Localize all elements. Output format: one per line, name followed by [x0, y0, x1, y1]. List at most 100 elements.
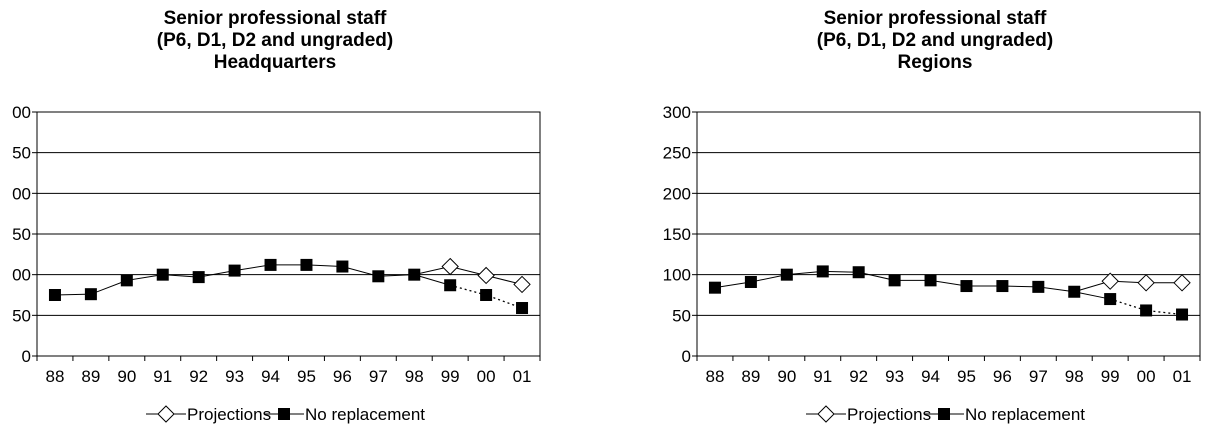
- no-replacement-point: [408, 268, 421, 281]
- y-tick-label: 00: [12, 103, 31, 122]
- x-tick-label: 92: [849, 367, 868, 386]
- legend-marker-projections: [157, 405, 175, 423]
- no-replacement-point: [1032, 280, 1045, 293]
- y-tick-label: 200: [663, 184, 691, 203]
- no-replacement-point: [192, 271, 205, 284]
- no-replacement-point: [996, 280, 1009, 293]
- y-tick-label: 00: [12, 184, 31, 203]
- x-tick-label: 92: [189, 367, 208, 386]
- y-tick-label: 0: [682, 347, 691, 366]
- no-replacement-line: [54, 264, 451, 296]
- no-replacement-point: [1176, 308, 1189, 321]
- x-tick-label: 88: [46, 367, 65, 386]
- no-replacement-point: [48, 289, 61, 301]
- chart-title-line-3: Headquarters: [213, 52, 337, 73]
- legend-marker-no-replacement: [278, 408, 290, 420]
- x-tick-label: 98: [405, 367, 424, 386]
- x-tick-label: 99: [441, 367, 460, 386]
- x-tick-label: 90: [777, 367, 796, 386]
- x-tick-label: 00: [1137, 367, 1156, 386]
- chart-title-line-1: Senior professional staff: [823, 8, 1047, 29]
- no-replacement-point: [1140, 304, 1153, 317]
- y-tick-label: 50: [12, 306, 31, 325]
- chart-title-line-3: Regions: [897, 52, 973, 73]
- no-replacement-point: [444, 279, 457, 292]
- x-tick-label: 94: [921, 367, 940, 386]
- no-replacement-point: [1068, 285, 1081, 298]
- legend-marker-projections: [817, 405, 835, 423]
- legend-label-projections: Projections: [847, 405, 931, 424]
- x-tick-label: 01: [1173, 367, 1192, 386]
- no-replacement-point: [780, 268, 793, 281]
- x-tick-label: 96: [993, 367, 1012, 386]
- no-replacement-point: [120, 274, 133, 287]
- x-tick-label: 94: [261, 367, 280, 386]
- x-tick-label: 89: [741, 367, 760, 386]
- projections-point: [477, 266, 495, 285]
- legend-label-no-replacement: No replacement: [965, 405, 1085, 424]
- x-tick-label: 97: [1029, 367, 1048, 386]
- x-tick-label: 95: [297, 367, 316, 386]
- y-tick-label: 300: [663, 103, 691, 122]
- x-tick-label: 97: [369, 367, 388, 386]
- no-replacement-dotted-line: [1109, 298, 1183, 316]
- no-replacement-point: [84, 288, 97, 301]
- no-replacement-point: [300, 258, 313, 271]
- no-replacement-point: [852, 266, 865, 279]
- x-tick-label: 00: [477, 367, 496, 386]
- no-replacement-point: [480, 289, 493, 301]
- chart-title-line-2: (P6, D1, D2 and ungraded): [816, 30, 1054, 51]
- x-tick-label: 88: [706, 367, 725, 386]
- x-tick-label: 96: [333, 367, 352, 386]
- chart-title-line-1: Senior professional staff: [163, 8, 387, 29]
- projections-point: [1137, 274, 1155, 292]
- legend-label-no-replacement: No replacement: [305, 405, 425, 424]
- x-tick-label: 93: [225, 367, 244, 386]
- x-tick-label: 98: [1065, 367, 1084, 386]
- y-tick-label: 50: [672, 306, 691, 325]
- y-tick-label: 100: [663, 266, 691, 285]
- x-tick-label: 93: [885, 367, 904, 386]
- projections-point: [1101, 272, 1119, 290]
- no-replacement-line: [714, 270, 1111, 300]
- chart-headquarters: Senior professional staff (P6, D1, D2 an…: [0, 0, 550, 440]
- y-tick-label: 50: [12, 144, 31, 163]
- no-replacement-point: [336, 260, 349, 273]
- x-tick-label: 99: [1101, 367, 1120, 386]
- chart-regions: Senior professional staff (P6, D1, D2 an…: [660, 0, 1210, 440]
- projections-line: [414, 266, 523, 285]
- x-tick-label: 90: [117, 367, 136, 386]
- no-replacement-point: [156, 268, 169, 281]
- no-replacement-point: [228, 264, 241, 277]
- projections-line: [1074, 280, 1183, 293]
- no-replacement-point: [264, 258, 277, 271]
- y-tick-label: 50: [12, 225, 31, 244]
- no-replacement-point: [372, 270, 385, 283]
- x-tick-label: 01: [513, 367, 532, 386]
- no-replacement-point: [708, 281, 721, 294]
- x-tick-label: 95: [957, 367, 976, 386]
- projections-point: [1173, 274, 1191, 292]
- chart-plot: 0 50 100 150 200 250 300 88 89 90 91 92 93 94 95 96 97 98…: [663, 103, 1201, 424]
- y-tick-label: 00: [12, 266, 31, 285]
- legend-label-projections: Projections: [187, 405, 271, 424]
- y-tick-label: 250: [663, 144, 691, 163]
- projections-point: [441, 257, 459, 276]
- x-tick-label: 91: [813, 367, 832, 386]
- no-replacement-point: [816, 265, 829, 278]
- no-replacement-point: [960, 280, 973, 293]
- no-replacement-point: [924, 274, 937, 287]
- chart-plot: 0 50 00 50 00 50 00 88 89 90 91 92 93 94 95 96 97 98 99 00 0…: [12, 103, 541, 424]
- no-replacement-point: [516, 302, 529, 315]
- chart-title-line-2: (P6, D1, D2 and ungraded): [156, 30, 394, 51]
- chart-title: Senior professional staff (P6, D1, D2 an…: [0, 8, 550, 74]
- chart-title: Senior professional staff (P6, D1, D2 an…: [660, 8, 1210, 74]
- no-replacement-point: [888, 274, 901, 287]
- no-replacement-point: [1104, 293, 1117, 306]
- x-tick-label: 89: [81, 367, 100, 386]
- projections-point: [513, 275, 531, 294]
- x-tick-label: 91: [153, 367, 172, 386]
- no-replacement-point: [744, 275, 757, 288]
- y-tick-label: 150: [663, 225, 691, 244]
- y-tick-label: 0: [22, 347, 31, 366]
